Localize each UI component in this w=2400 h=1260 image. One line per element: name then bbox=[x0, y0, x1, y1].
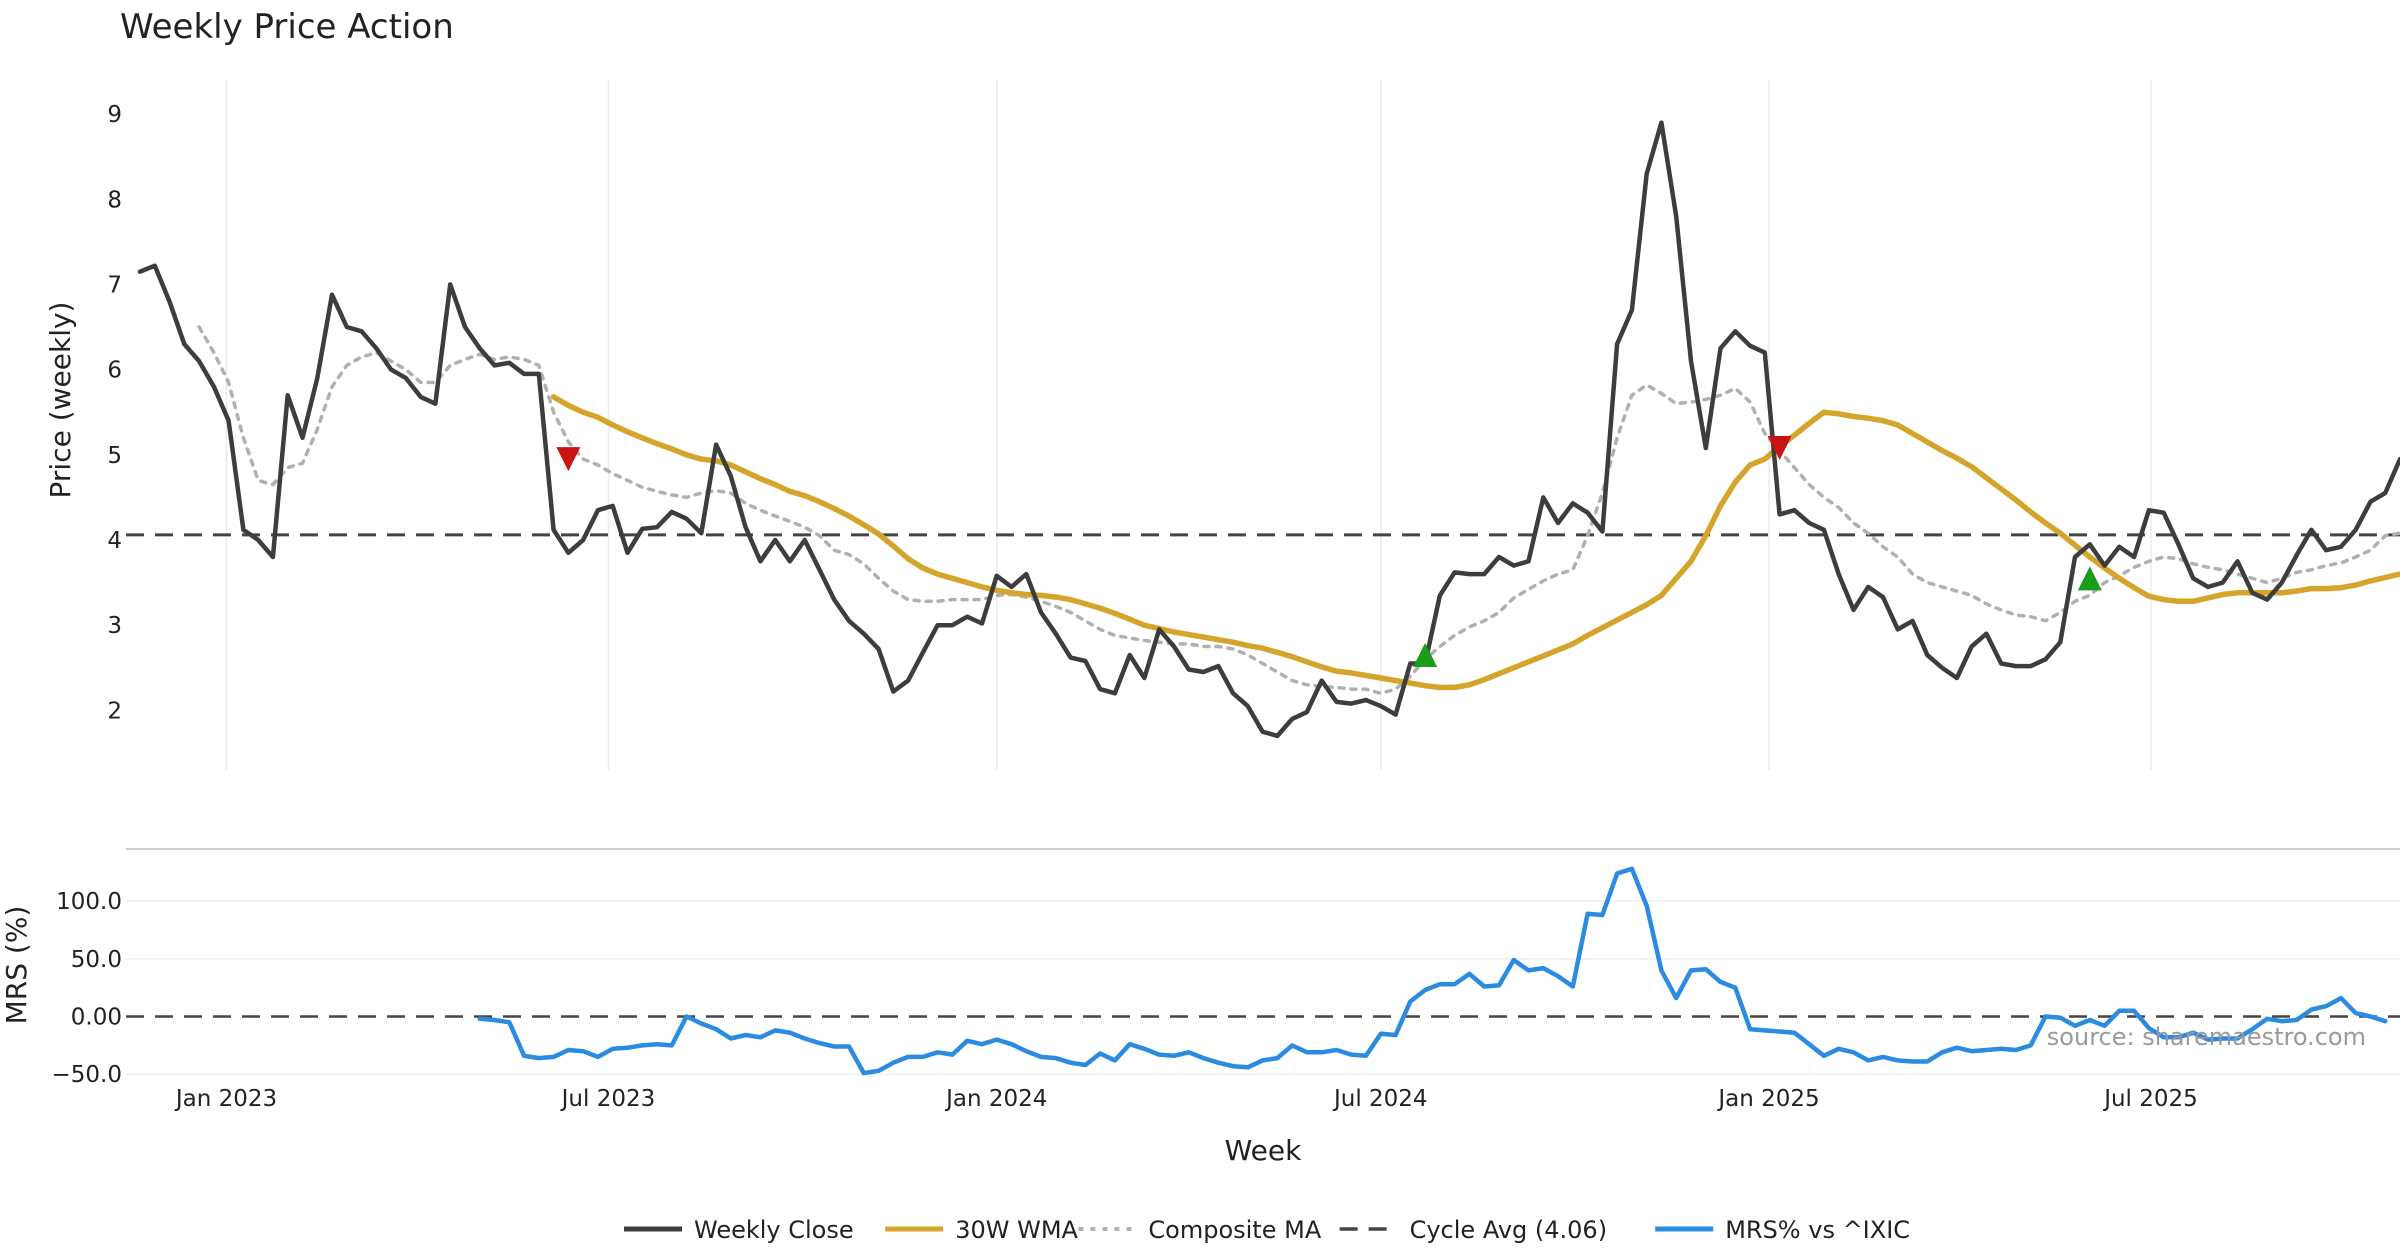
price-y-tick-label: 8 bbox=[107, 187, 122, 213]
signal-marker-down bbox=[556, 447, 581, 472]
x-tick-label: Jul 2025 bbox=[2102, 1086, 2198, 1112]
price-y-tick-label: 4 bbox=[107, 528, 122, 554]
price-y-tick-label: 9 bbox=[107, 102, 122, 128]
price-y-tick-label: 3 bbox=[107, 613, 122, 639]
price-y-tick-label: 2 bbox=[107, 698, 122, 724]
chart-title: Weekly Price Action bbox=[120, 7, 454, 47]
signal-marker-up bbox=[1413, 643, 1438, 667]
x-axis-title: Week bbox=[1225, 1134, 1302, 1167]
series-weekly-close-line bbox=[137, 120, 2400, 739]
mrs-y-tick-label: 50.0 bbox=[71, 947, 122, 973]
price-y-axis-title: Price (weekly) bbox=[44, 302, 77, 499]
price-series bbox=[137, 120, 2400, 739]
price-y-tick-label: 7 bbox=[107, 272, 122, 298]
mrs-y-tick-label: −50.0 bbox=[52, 1062, 122, 1088]
mrs-y-axis-title: MRS (%) bbox=[0, 906, 33, 1025]
price-y-ticks: 2 3 4 5 6 7 8 9 bbox=[107, 102, 122, 724]
signal-marker-down bbox=[1767, 436, 1792, 460]
legend-label: Composite MA bbox=[1148, 1216, 1321, 1244]
x-axis-ticks: Jan 2023 Jul 2023 Jan 2024 Jul 2024 Jan 2025… bbox=[174, 1086, 2198, 1112]
signal-marker-up bbox=[2077, 566, 2102, 591]
series-composite-ma-line bbox=[197, 325, 2400, 696]
price-y-tick-label: 5 bbox=[107, 443, 122, 469]
series-30w-wma-line bbox=[550, 394, 2400, 691]
legend-label: MRS% vs ^IXIC bbox=[1725, 1216, 1910, 1244]
series-mrs-line bbox=[477, 866, 2388, 1076]
legend-label: Cycle Avg (4.06) bbox=[1410, 1216, 1607, 1244]
x-tick-label: Jan 2024 bbox=[944, 1086, 1047, 1112]
legend-label: Weekly Close bbox=[694, 1216, 854, 1244]
source-label: source: sharemaestro.com bbox=[2047, 1023, 2366, 1051]
legend: Weekly Close 30W WMA Composite MA Cycle Avg… bbox=[624, 1216, 1910, 1244]
price-signals bbox=[556, 436, 2102, 667]
x-tick-label: Jul 2023 bbox=[560, 1086, 656, 1112]
price-grid bbox=[225, 80, 2152, 770]
x-tick-label: Jul 2024 bbox=[1332, 1086, 1428, 1112]
mrs-grid bbox=[126, 900, 2400, 1075]
legend-label: 30W WMA bbox=[955, 1216, 1078, 1244]
price-y-tick-label: 6 bbox=[107, 358, 122, 384]
mrs-y-tick-label: 0.00 bbox=[71, 1005, 122, 1031]
mrs-y-tick-label: 100.0 bbox=[56, 889, 122, 915]
mrs-y-ticks: 100.0 50.0 0.00 −50.0 bbox=[52, 889, 122, 1088]
mrs-series bbox=[477, 866, 2388, 1076]
x-tick-label: Jan 2023 bbox=[174, 1086, 277, 1112]
x-tick-label: Jan 2025 bbox=[1716, 1086, 1819, 1112]
